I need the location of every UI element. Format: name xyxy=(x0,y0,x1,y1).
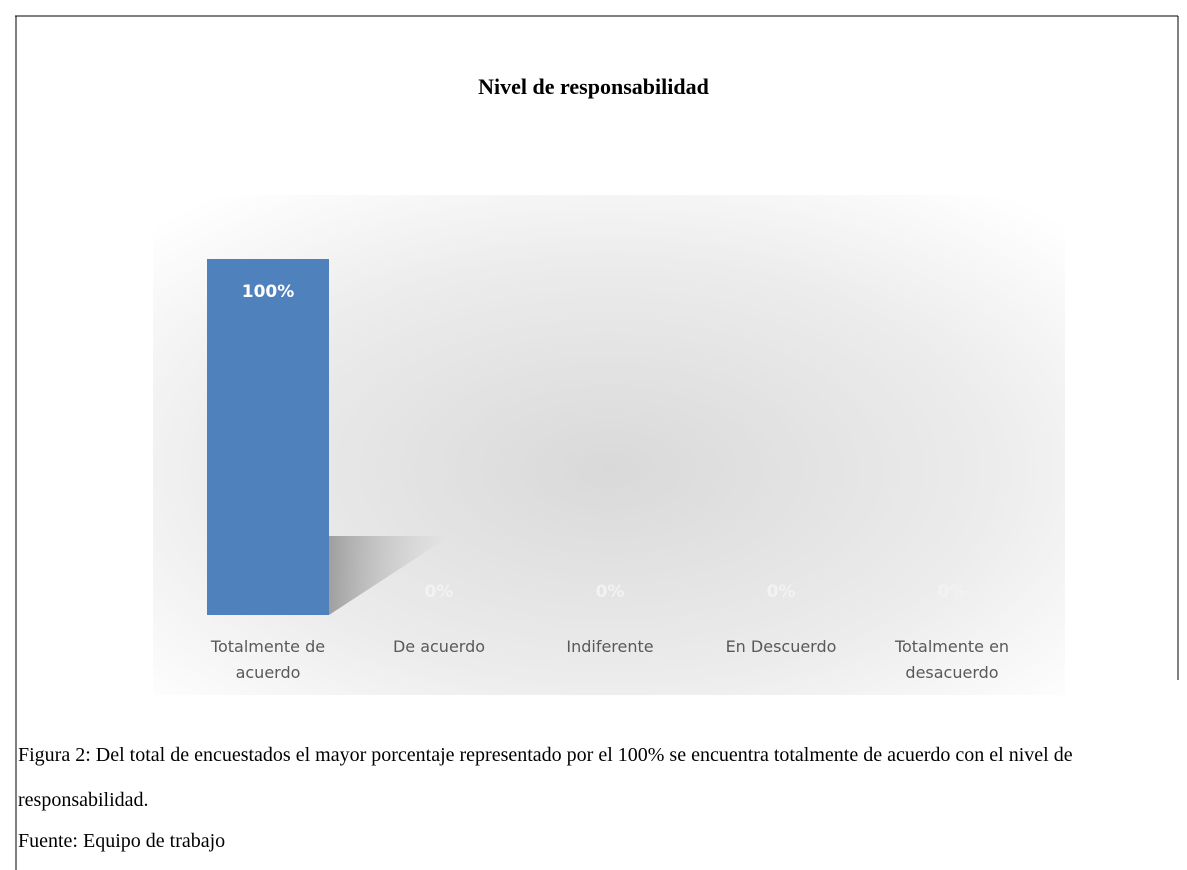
caption: Figura 2: Del total de encuestados el ma… xyxy=(18,744,1073,811)
data-label: 100% xyxy=(242,282,295,302)
data-label: 0% xyxy=(938,582,967,602)
x-tick-label: Totalmente en desacuerdo xyxy=(894,637,1010,682)
x-tick-label: Totalmente de acuerdo xyxy=(210,637,326,682)
bar-shadow xyxy=(329,536,450,615)
source: Fuente: Equipo de trabajo xyxy=(18,830,226,852)
chart-title: Nivel de responsabilidad xyxy=(478,74,709,99)
data-label: 0% xyxy=(767,582,796,602)
data-label: 0% xyxy=(596,582,625,602)
x-tick-label: Indiferente xyxy=(566,637,654,656)
x-tick-label: De acuerdo xyxy=(392,637,486,656)
bar xyxy=(207,259,329,615)
data-label: 0% xyxy=(425,582,454,602)
x-tick-label: En Descuerdo xyxy=(725,637,837,656)
